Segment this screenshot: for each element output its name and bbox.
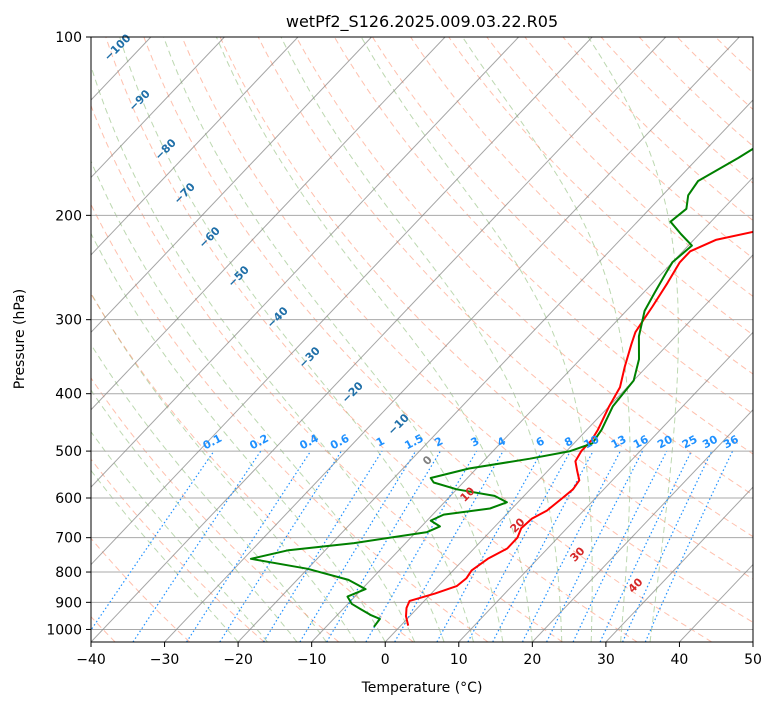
dry-adiabat-line — [219, 37, 753, 580]
plot-frame — [90, 36, 754, 643]
isotherm-line — [91, 37, 593, 566]
dry-adiabat-line — [143, 37, 713, 642]
moist-adiabat-line — [91, 469, 239, 642]
x-tick-label: −20 — [223, 652, 253, 668]
sounding-profiles — [249, 147, 753, 628]
y-tick-label: 800 — [55, 565, 82, 581]
x-tick-label: 20 — [523, 652, 541, 668]
mixing-ratio-line — [599, 450, 692, 642]
dry-adiabat-line — [562, 37, 753, 222]
isotherm-lines — [91, 37, 753, 642]
y-axis-ticks: 1000 900 800 700 600 500 400 300 200 100 — [46, 30, 91, 638]
temperature-profile-line — [405, 230, 753, 626]
mixing-ratio-line — [644, 450, 734, 642]
y-tick-label: 600 — [55, 491, 82, 507]
mixing-ratio-line — [299, 450, 417, 642]
dewpoint-profile-line — [249, 147, 753, 628]
mixing-ratio-line — [394, 450, 504, 642]
isotherm-line — [91, 37, 446, 411]
x-axis-ticks: −40 −30 −20 −10 0 10 20 30 40 50 — [76, 642, 762, 668]
isotherm-line — [605, 486, 753, 642]
mixing-ratio-line — [572, 450, 668, 642]
moist-adiabat-line — [462, 37, 631, 642]
moist-adiabat-line — [91, 64, 445, 642]
x-tick-label: −40 — [76, 652, 106, 668]
x-tick-label: −30 — [150, 652, 180, 668]
x-tick-label: 50 — [744, 652, 762, 668]
y-axis-title: Pressure (hPa) — [12, 289, 28, 389]
dry-adiabat-line — [372, 37, 753, 415]
pressure-gridlines — [91, 37, 753, 630]
mixing-ratio-line — [622, 450, 713, 642]
plot-area — [91, 37, 753, 642]
isotherm-line — [237, 99, 753, 642]
chart-title: wetPf2_S126.2025.009.03.22.R05 — [286, 12, 558, 32]
dry-adiabat-line — [448, 37, 753, 336]
isotherm-line — [91, 37, 372, 334]
moist-adiabat-line — [280, 37, 563, 642]
isotherm-line — [458, 331, 753, 642]
mixing-ratio-label: 25 — [680, 433, 700, 452]
isotherm-line — [384, 254, 753, 642]
isotherm-line — [531, 408, 753, 642]
dry-adiabat-line — [257, 37, 753, 538]
moist-adiabat-line — [91, 430, 268, 642]
x-tick-label: 10 — [450, 652, 468, 668]
isotherm-line — [91, 37, 225, 179]
dry-adiabat-line — [91, 377, 340, 642]
dry-adiabat-line — [181, 37, 753, 623]
mixing-ratio-label: 13 — [609, 433, 629, 452]
mixing-ratio-line — [326, 450, 441, 642]
mixing-ratio-line — [467, 450, 571, 642]
mixing-ratio-label: 10 — [582, 433, 602, 452]
moist-adiabat-line — [119, 37, 474, 642]
isotherm-line — [311, 176, 753, 642]
y-tick-label: 300 — [55, 313, 82, 329]
moist-adiabat-line — [91, 232, 386, 642]
moist-adiabat-line — [91, 292, 357, 642]
dry-adiabat-line — [295, 37, 753, 496]
dry-adiabat-line — [91, 292, 414, 642]
dry-adiabat-line — [486, 37, 753, 298]
y-tick-label: 400 — [55, 387, 82, 403]
dry-adiabat-line — [638, 37, 753, 147]
moist-adiabat-line — [587, 37, 679, 642]
x-tick-label: 40 — [671, 652, 689, 668]
y-tick-label: 900 — [55, 595, 82, 611]
y-tick-label: 100 — [55, 30, 82, 46]
y-tick-label: 200 — [55, 208, 82, 224]
isotherm-line — [91, 37, 520, 488]
moist-adiabat-line — [215, 37, 533, 642]
y-tick-label: 500 — [55, 444, 82, 460]
x-tick-label: 0 — [381, 652, 390, 668]
mixing-ratio-line — [219, 450, 342, 642]
mixing-ratio-line — [365, 450, 478, 642]
mixing-ratio-label: 36 — [721, 433, 741, 452]
isotherm-line — [91, 37, 299, 256]
mixing-ratio-line — [436, 450, 543, 642]
x-tick-label: 30 — [597, 652, 615, 668]
x-tick-label: −10 — [297, 652, 327, 668]
mixing-ratio-label: 16 — [631, 433, 651, 452]
dry-adiabat-line — [600, 37, 753, 184]
dry-adiabat-line — [91, 458, 265, 642]
moist-adiabat-line — [360, 37, 593, 642]
moist-adiabat-line — [91, 343, 327, 642]
mixing-ratio-label: 20 — [655, 433, 675, 452]
dry-adiabat-line — [91, 104, 563, 642]
mixing-ratio-line — [91, 450, 215, 632]
y-tick-label: 1000 — [46, 622, 82, 638]
x-axis-title: Temperature (°C) — [361, 680, 483, 696]
y-tick-label: 700 — [55, 531, 82, 547]
mixing-ratio-label: 30 — [700, 433, 720, 452]
isotherm-line — [91, 37, 667, 642]
dry-adiabat-line — [105, 37, 638, 642]
isotherm-line — [164, 37, 740, 642]
